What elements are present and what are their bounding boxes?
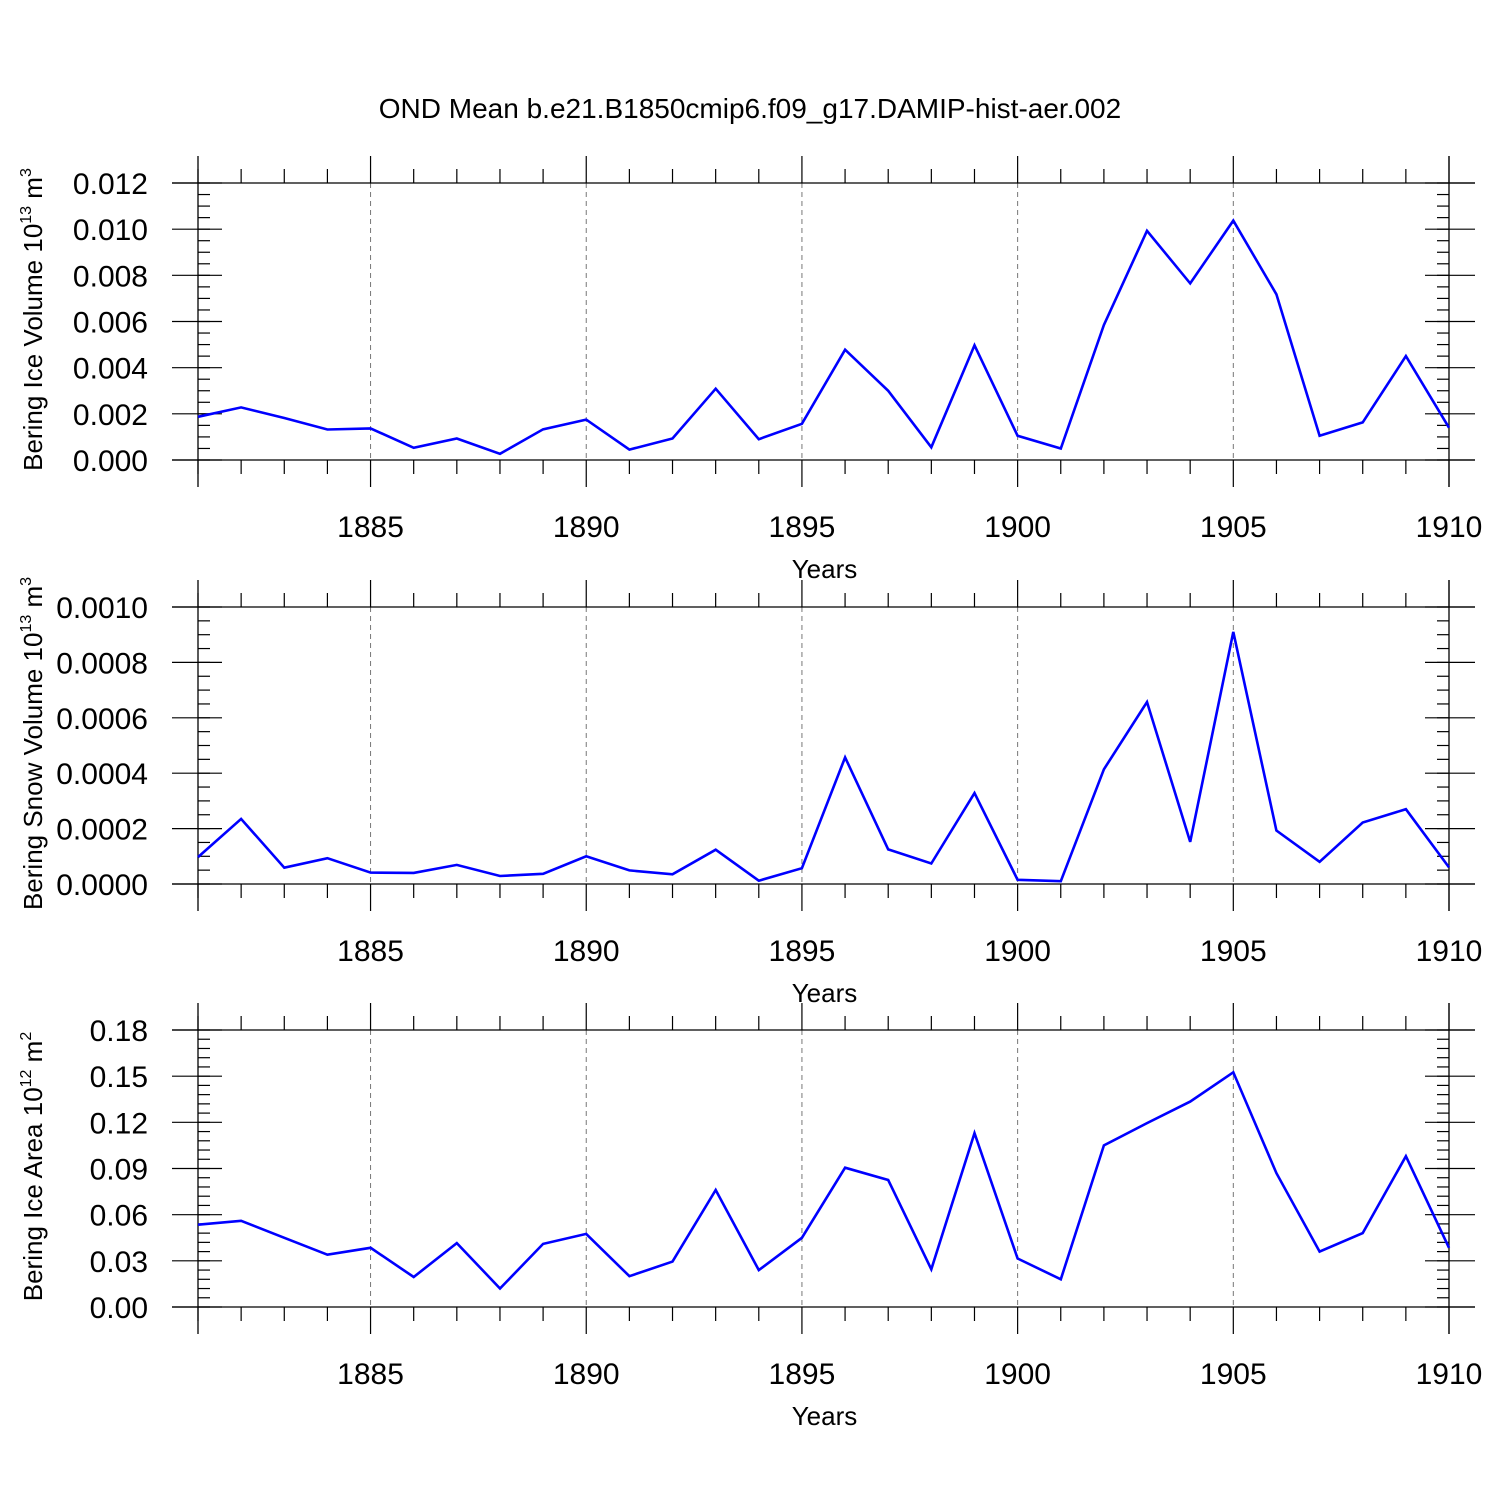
panel-3-xlabel: Years (792, 1401, 858, 1431)
panel-3-ytick-label: 0.15 (90, 1061, 148, 1094)
panel-2-xtick-label: 1885 (337, 935, 404, 968)
panel-3-xtick-label: 1895 (769, 1358, 836, 1391)
panel-3-xtick-label: 1900 (984, 1358, 1051, 1391)
panel-1-xtick-label: 1910 (1416, 511, 1483, 544)
panel-2-ytick-label: 0.0006 (56, 703, 148, 736)
panel-3-ylabel: Bering Ice Area 1012 m2 (18, 1032, 48, 1302)
panel-1-ytick-label: 0.010 (73, 214, 148, 247)
panel-2-xtick-label: 1910 (1416, 935, 1483, 968)
panel-3-ytick-label: 0.00 (90, 1292, 148, 1325)
panel-3: 0.00 0.03 0.06 0.09 0.12 0.15 0.18 1885 1890 1895… (18, 1003, 1482, 1431)
panels: 0.000 0.002 0.004 0.006 0.008 0.010 0.012 1885 1… (18, 156, 1482, 1431)
panel-1-ytick-label: 0.000 (73, 445, 148, 478)
panel-1-xtick-label: 1905 (1200, 511, 1267, 544)
panel-2-ytick-label: 0.0002 (56, 814, 148, 847)
panel-2-ytick-label: 0.0010 (56, 592, 148, 625)
panel-3-xtick-label: 1905 (1200, 1358, 1267, 1391)
panel-2-ylabel: Bering Snow Volume 1013 m3 (18, 577, 48, 910)
panel-1-ytick-label: 0.008 (73, 260, 148, 293)
panel-2-series-line (197, 631, 1451, 883)
panel-3-xtick-label: 1885 (337, 1358, 404, 1391)
chart-title: OND Mean b.e21.B1850cmip6.f09_g17.DAMIP-… (379, 93, 1121, 124)
panel-2-xtick-label: 1900 (984, 935, 1051, 968)
panel-1-ylabel: Bering Ice Volume 1013 m3 (18, 168, 48, 471)
panel-1-series-line (197, 218, 1451, 456)
panel-1-xtick-label: 1900 (984, 511, 1051, 544)
panel-2-ytick-label: 0.0008 (56, 647, 148, 680)
panel-3-ytick-label: 0.03 (90, 1246, 148, 1279)
panel-1-xtick-label: 1895 (769, 511, 836, 544)
panel-2-xtick-label: 1895 (769, 935, 836, 968)
panel-1: 0.000 0.002 0.004 0.006 0.008 0.010 0.012 1885 1… (18, 156, 1482, 584)
panel-3-ytick-label: 0.09 (90, 1154, 148, 1187)
panel-1-xtick-label: 1885 (337, 511, 404, 544)
panel-1-xlabel: Years (792, 554, 858, 584)
panel-1-ytick-label: 0.002 (73, 399, 148, 432)
panel-3-xtick-label: 1890 (553, 1358, 620, 1391)
panel-3-ytick-label: 0.06 (90, 1200, 148, 1233)
panel-2: 0.0000 0.0002 0.0004 0.0006 0.0008 0.0010 1885… (18, 577, 1482, 1008)
panel-2-xlabel: Years (792, 978, 858, 1008)
panel-1-ytick-label: 0.004 (73, 353, 148, 386)
panel-3-series-line (197, 1070, 1451, 1291)
panel-1-ytick-label: 0.012 (73, 168, 148, 201)
panel-2-ytick-label: 0.0004 (56, 758, 148, 791)
panel-2-xtick-label: 1890 (553, 935, 620, 968)
panel-2-xtick-label: 1905 (1200, 935, 1267, 968)
panel-1-xtick-label: 1890 (553, 511, 620, 544)
panel-3-ytick-label: 0.12 (90, 1107, 148, 1140)
panel-3-xtick-label: 1910 (1416, 1358, 1483, 1391)
panel-1-ytick-label: 0.006 (73, 307, 148, 340)
panel-3-ytick-label: 0.18 (90, 1015, 148, 1048)
panel-2-ytick-label: 0.0000 (56, 869, 148, 902)
